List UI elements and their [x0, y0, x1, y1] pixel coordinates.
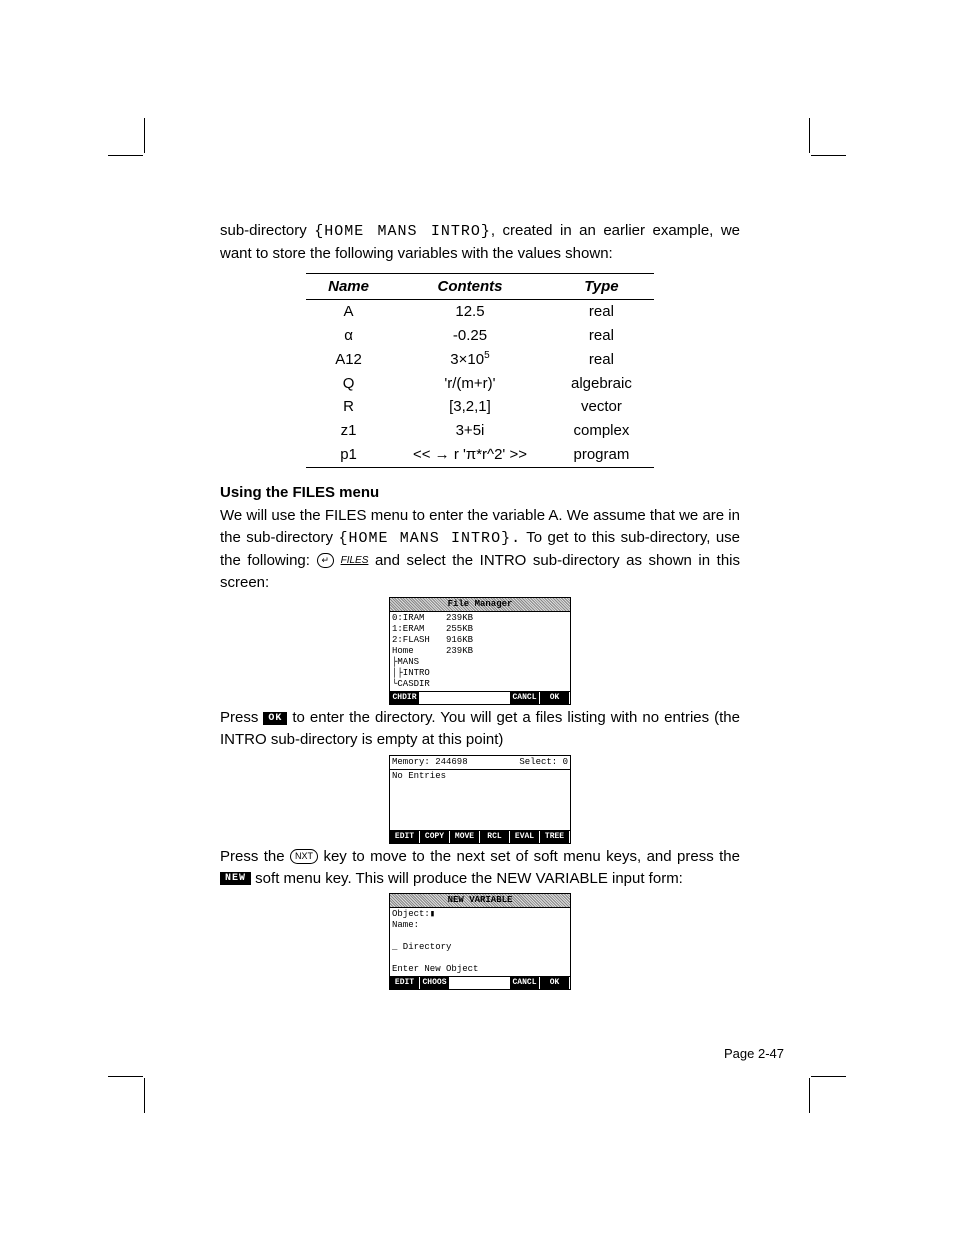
screen-body: Object:▮ Name: _ Directory Enter New Obj…: [390, 908, 570, 976]
nxt-key: NXT: [290, 849, 318, 864]
intro-paragraph: sub-directory {HOME MANS INTRO}, created…: [220, 220, 740, 265]
new-variable-screen: NEW VARIABLE Object:▮ Name: _ Directory …: [389, 893, 571, 990]
col-type: Type: [549, 273, 654, 300]
table-row: R[3,2,1]vector: [306, 395, 654, 419]
files-menu-paragraph: We will use the FILES menu to enter the …: [220, 505, 740, 593]
softkey-cancl: CANCL: [510, 692, 540, 704]
col-contents: Contents: [391, 273, 549, 300]
files-key-label: FILES: [341, 555, 369, 566]
softkey-edit: EDIT: [390, 831, 420, 843]
press-ok-paragraph: Press OK to enter the directory. You wil…: [220, 707, 740, 751]
softkey-ok: OK: [540, 977, 570, 989]
intro-text-a: sub-directory: [220, 222, 307, 239]
softkey-eval: EVAL: [510, 831, 540, 843]
table-row: Q'r/(m+r)'algebraic: [306, 372, 654, 396]
empty-listing-screen: Memory: 244698 Select: 0 No Entries EDIT…: [389, 755, 571, 844]
table-row: p1<< → r 'π*r^2' >>program: [306, 443, 654, 467]
page-number: Page 2-47: [724, 1046, 784, 1061]
softkey-ok: OK: [540, 692, 570, 704]
softkey-chdir: CHDIR: [390, 692, 420, 704]
table-row: A123×105real: [306, 348, 654, 372]
screen-menubar: CHDIR CANCL OK: [390, 691, 570, 704]
left-shift-key: ↵: [317, 553, 335, 568]
table-row: α-0.25real: [306, 324, 654, 348]
variables-table: Name Contents Type A12.5real α-0.25real …: [306, 273, 654, 468]
screen-menubar: EDIT COPY MOVE RCL EVAL TREE: [390, 830, 570, 843]
ok-softkey-inline: OK: [263, 712, 287, 725]
new-softkey-inline: NEW: [220, 872, 251, 885]
screen-header: Memory: 244698 Select: 0: [390, 756, 570, 770]
table-row: z13+5icomplex: [306, 419, 654, 443]
press-nxt-paragraph: Press the NXT key to move to the next se…: [220, 846, 740, 890]
screen-body: 0:IRAM 239KB 1:ERAM 255KB 2:FLASH 916KB …: [390, 612, 570, 691]
file-manager-screen: File Manager 0:IRAM 239KB 1:ERAM 255KB 2…: [389, 597, 571, 705]
table-row: A12.5real: [306, 300, 654, 324]
softkey-rcl: RCL: [480, 831, 510, 843]
path-text: {HOME MANS INTRO}: [314, 223, 491, 240]
softkey-cancl: CANCL: [510, 977, 540, 989]
screen-body: No Entries: [390, 770, 570, 830]
screen-menubar: EDIT CHOOS CANCL OK: [390, 976, 570, 989]
softkey-edit: EDIT: [390, 977, 420, 989]
softkey-choos: CHOOS: [420, 977, 450, 989]
softkey-move: MOVE: [450, 831, 480, 843]
softkey-copy: COPY: [420, 831, 450, 843]
section-heading: Using the FILES menu: [220, 482, 740, 504]
screen-title: File Manager: [390, 598, 570, 612]
col-name: Name: [306, 273, 391, 300]
softkey-tree: TREE: [540, 831, 570, 843]
screen-title: NEW VARIABLE: [390, 894, 570, 908]
